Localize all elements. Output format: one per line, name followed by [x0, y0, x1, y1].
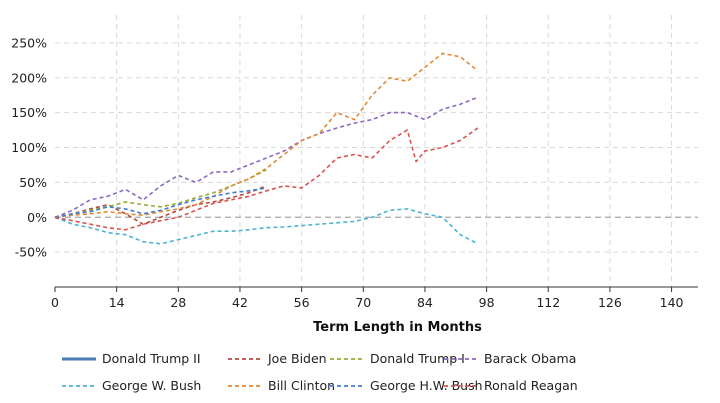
legend-label: Donald Trump II — [102, 351, 201, 366]
legend-item[interactable]: Donald Trump I — [330, 351, 465, 366]
legend-label: Ronald Reagan — [484, 378, 578, 393]
x-tick-label: 112 — [536, 295, 560, 310]
grid — [55, 15, 698, 287]
series-line-george-h-w-bush — [54, 187, 267, 219]
y-tick-label: 150% — [11, 105, 47, 120]
series-line-bill-clinton — [54, 52, 479, 219]
x-tick-label: 98 — [479, 295, 495, 310]
legend-item[interactable]: Donald Trump II — [62, 351, 201, 366]
y-tick-label: 0% — [27, 210, 47, 225]
legend-label: Bill Clinton — [268, 378, 335, 393]
series-line-donald-trump-i — [54, 169, 267, 219]
x-tick-label: 56 — [294, 295, 310, 310]
y-tick-label: 100% — [11, 140, 47, 155]
legend-item[interactable]: Joe Biden — [228, 351, 327, 366]
legend-item[interactable]: George W. Bush — [62, 378, 201, 393]
x-tick-label: 14 — [109, 295, 125, 310]
legend-label: Joe Biden — [267, 351, 327, 366]
legend-item[interactable]: Ronald Reagan — [444, 378, 578, 393]
x-axis-title: Term Length in Months — [313, 320, 482, 335]
legend-label: George W. Bush — [102, 378, 201, 393]
x-tick-label: 28 — [170, 295, 186, 310]
y-tick-label: 50% — [19, 175, 47, 190]
legend-item[interactable]: Bill Clinton — [228, 378, 335, 393]
legend: Donald Trump II Joe Biden Donald Trump I Ba… — [62, 351, 578, 393]
series-line-ronald-reagan — [54, 127, 479, 231]
x-tick-label: 0 — [51, 295, 59, 310]
x-tick-label: 126 — [598, 295, 622, 310]
y-tick-label: 200% — [11, 70, 47, 85]
series-line-barack-obama — [54, 96, 479, 219]
y-tick-label: -50% — [15, 245, 47, 260]
series-line-joe-biden — [54, 185, 267, 225]
y-tick-label: 250% — [11, 35, 47, 50]
x-tick-label: 42 — [232, 295, 248, 310]
series-lines — [54, 52, 479, 245]
legend-label: George H.W. Bush — [370, 378, 483, 393]
series-line-george-w-bush — [54, 208, 479, 245]
x-tick-label: 70 — [355, 295, 371, 310]
y-axis-ticks: -50% 0% 50% 100% 150% 200% 250% — [11, 35, 47, 259]
x-tick-label: 84 — [417, 295, 433, 310]
legend-label: Donald Trump I — [370, 351, 465, 366]
legend-item[interactable]: Barack Obama — [444, 351, 576, 366]
legend-label: Barack Obama — [484, 351, 576, 366]
x-tick-label: 140 — [660, 295, 684, 310]
legend-item[interactable]: George H.W. Bush — [330, 378, 483, 393]
x-axis-ticks: 0 14 28 42 56 70 84 98 112 126 140 — [51, 287, 684, 310]
